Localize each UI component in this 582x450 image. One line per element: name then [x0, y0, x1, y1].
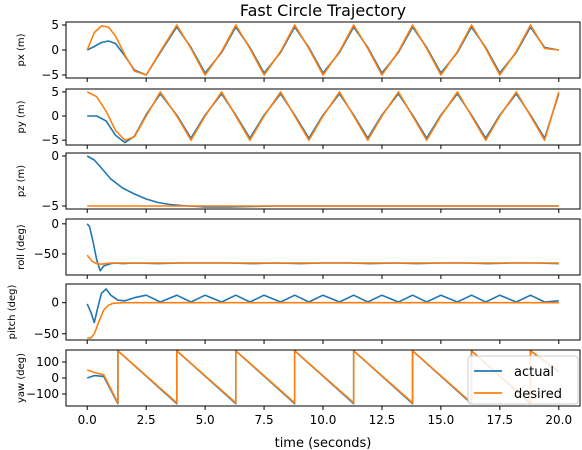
- y-tick-label-px: −5: [41, 68, 59, 82]
- axes-frame-pitch: [65, 283, 581, 341]
- x-tick-label: 20.0: [545, 413, 572, 427]
- x-tick-label: 5.0: [196, 413, 215, 427]
- y-tick-label-py: 5: [51, 85, 59, 99]
- y-tick-label-pitch: −50: [34, 327, 59, 341]
- y-tick-label-py: −5: [41, 133, 59, 147]
- x-tick-label: 17.5: [486, 413, 513, 427]
- x-tick-label: 15.0: [428, 413, 455, 427]
- y-tick-label-pz: 0: [51, 149, 59, 163]
- panel-roll: 0 −50 roll (deg): [16, 217, 581, 279]
- series-line-roll-desired: [86, 254, 559, 266]
- x-tick-label: 2.5: [137, 413, 156, 427]
- panel-pz: 0 −5 pz (m): [16, 149, 581, 213]
- series-line-px-actual: [86, 26, 559, 76]
- series-line-pitch-actual: [86, 288, 559, 324]
- x-tick-label: 12.5: [369, 413, 396, 427]
- series-line-px-desired: [86, 24, 559, 76]
- axes-frame-roll: [65, 218, 581, 276]
- y-tick-label-yaw: −100: [26, 387, 59, 401]
- series-line-py-desired: [86, 91, 560, 141]
- y-tick-label-pz: −5: [41, 199, 59, 213]
- y-axis-label-px: px (m): [16, 33, 27, 66]
- legend-label-actual: actual: [514, 365, 554, 380]
- y-axis-label-pz: pz (m): [16, 165, 27, 197]
- y-tick-label-px: 0: [51, 43, 59, 57]
- x-axis-label: time (seconds): [275, 436, 372, 450]
- y-tick-label-roll: −50: [34, 247, 59, 261]
- legend-label-desired: desired: [514, 387, 562, 402]
- chart-title: Fast Circle Trajectory: [240, 1, 406, 20]
- y-tick-label-yaw: 100: [36, 355, 59, 369]
- y-axis-label-yaw: yaw (deg): [16, 353, 27, 403]
- y-tick-label-roll: 0: [51, 217, 59, 231]
- y-tick-label-px: 5: [51, 18, 59, 32]
- series-line-pz-actual: [86, 155, 559, 208]
- legend: actual desired: [467, 355, 579, 405]
- y-axis-label-pitch: pitch (deg): [7, 285, 18, 340]
- y-axis-label-roll: roll (deg): [16, 224, 27, 269]
- panel-pitch: 0 −50 pitch (deg): [7, 283, 581, 344]
- x-tick-label: 7.5: [255, 413, 274, 427]
- series-line-pitch-desired: [87, 301, 559, 339]
- y-tick-label-py: 0: [51, 109, 59, 123]
- x-tick-label: 0.0: [78, 413, 97, 427]
- panel-py: 5 0 −5 py (m): [16, 85, 581, 149]
- axes-frame-pz: [65, 152, 581, 210]
- y-tick-label-pitch: 0: [51, 296, 59, 310]
- panel-px: 5 0 −5 px (m): [16, 18, 581, 82]
- y-axis-label-py: py (m): [16, 100, 27, 133]
- y-tick-label-yaw: 0: [51, 371, 59, 385]
- x-tick-label: 10.0: [310, 413, 337, 427]
